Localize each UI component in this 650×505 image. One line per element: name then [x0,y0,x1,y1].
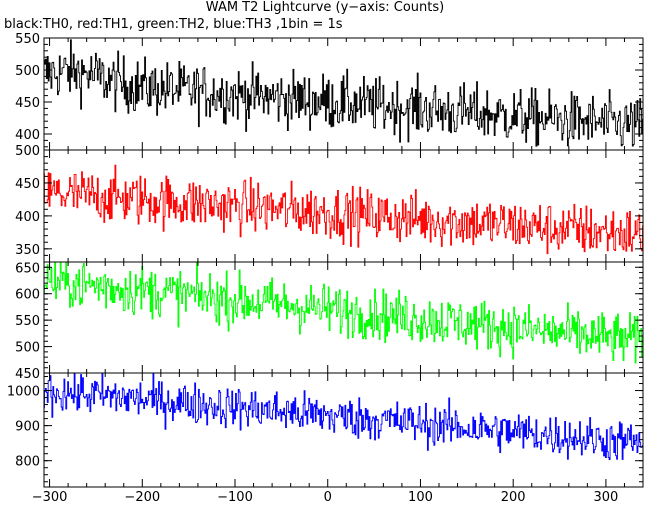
x-tick-label: −300 [32,490,68,505]
series-th2 [44,262,643,364]
chart-subtitle: black:TH0, red:TH1, green:TH2, blue:TH3 … [4,17,343,32]
y-tick-label: 500 [15,144,40,159]
y-tick-label: 500 [15,341,40,356]
panel-th2: 450 500 550 600 650 [15,261,644,382]
panel-frame [43,372,644,488]
x-tick-label: −100 [217,490,253,505]
y-tick-label: 450 [15,177,40,192]
x-tick-label: 100 [408,490,433,505]
chart-title: WAM T2 Lightcurve (y−axis: Counts) [205,0,445,15]
series-th1 [44,164,643,255]
y-tick-label: 450 [15,367,40,382]
panel-th1: 350 400 450 500 [15,144,644,263]
y-tick-label: 550 [15,32,40,47]
y-tick-label: 1000 [7,385,40,400]
series-th0 [44,39,643,147]
y-tick-label: 550 [15,314,40,329]
y-tick-label: 400 [15,210,40,225]
y-tick-label: 450 [15,96,40,111]
x-tick-label: 200 [501,490,526,505]
y-tick-label: 500 [15,64,40,79]
y-tick-label: 800 [15,455,40,470]
panel-th0: 400 450 500 550 [15,32,644,151]
series-th3 [44,373,643,461]
x-tick-label: 0 [324,490,332,505]
panel-th3: 800 900 1000 [7,372,644,488]
y-tick-label: 400 [15,128,40,143]
y-tick-label: 650 [15,261,40,276]
y-tick-label: 900 [15,420,40,435]
panel-frame [43,149,644,263]
y-tick-label: 600 [15,288,40,303]
x-tick-label: −200 [124,490,160,505]
x-tick-label: 300 [593,490,618,505]
y-tick-label: 350 [15,243,40,258]
